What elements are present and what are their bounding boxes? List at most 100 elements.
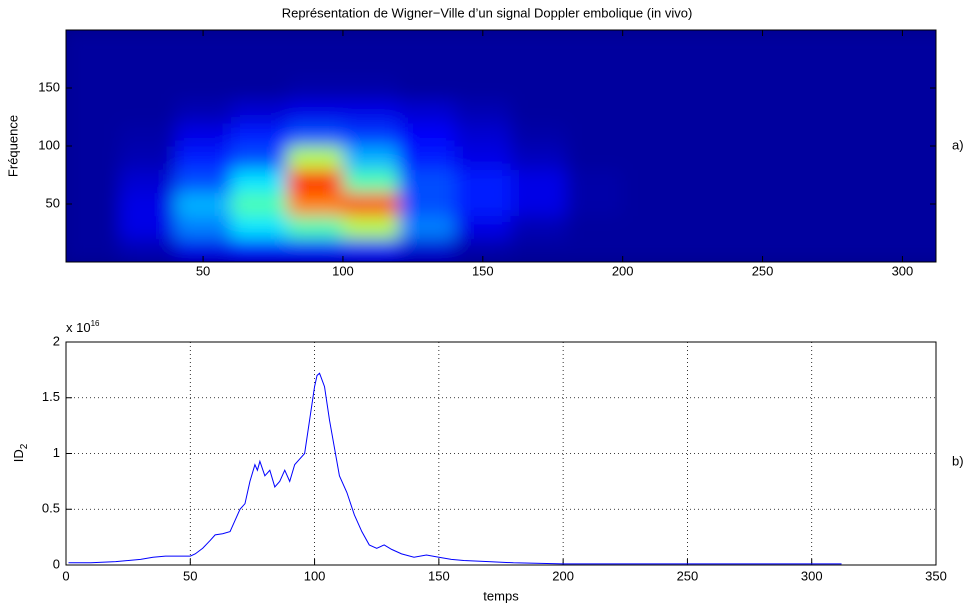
multiplier-exponent: 16 — [91, 319, 100, 328]
heatmap-cell — [119, 192, 176, 217]
y-label-text: ID — [11, 449, 26, 462]
heatmap-cell — [678, 53, 736, 77]
heatmap-cell — [231, 53, 288, 77]
heatmap-cell — [510, 99, 568, 124]
x-tick-label: 300 — [801, 568, 823, 583]
heatmap-cell — [231, 146, 288, 170]
heatmap-cell — [510, 30, 568, 54]
y-multiplier: x 1016 — [66, 319, 100, 335]
heatmap-cell — [902, 30, 936, 54]
heatmap-cell — [175, 99, 232, 124]
data-line — [68, 372, 842, 565]
heatmap-cell — [902, 215, 936, 240]
panel-label: a) — [952, 137, 964, 152]
heatmap-cell — [902, 192, 936, 217]
x-axis-label: temps — [483, 588, 519, 603]
heatmap-cell — [342, 122, 400, 147]
heatmap-cell — [790, 122, 847, 147]
heatmap-cell — [846, 215, 903, 240]
heatmap-cell — [66, 76, 120, 101]
heatmap-area — [66, 30, 936, 262]
y-tick-label: 1 — [53, 445, 60, 460]
heatmap-cell — [398, 146, 456, 170]
heatmap-cell — [286, 30, 344, 54]
heatmap-cell — [734, 30, 792, 54]
heatmap-cell — [231, 76, 288, 101]
heatmap-cell — [678, 99, 736, 124]
heatmap-cell — [902, 238, 936, 262]
heatmap-cell — [175, 30, 232, 54]
heatmap-cell — [846, 146, 903, 170]
heatmap-cell — [454, 30, 512, 54]
heatmap-cell — [678, 215, 736, 240]
heatmap-cell — [622, 122, 680, 147]
heatmap-cell — [566, 53, 624, 77]
panel-label: b) — [952, 453, 964, 468]
heatmap-cell — [119, 215, 176, 240]
heatmap-cell — [902, 169, 936, 193]
heatmap-cell — [286, 122, 344, 147]
heatmap-cell — [342, 215, 400, 240]
heatmap-cell — [454, 192, 512, 217]
heatmap-cell — [175, 215, 232, 240]
heatmap-cell — [846, 122, 903, 147]
heatmap-cell — [454, 169, 512, 193]
heatmap-cell — [622, 99, 680, 124]
heatmap-cell — [734, 53, 792, 77]
x-tick-label: 50 — [183, 568, 197, 583]
heatmap-cell — [342, 169, 400, 193]
heatmap-cell — [622, 215, 680, 240]
y-axis-label: ID2 — [11, 443, 29, 462]
heatmap-cell — [175, 192, 232, 217]
x-tick-label: 250 — [677, 568, 699, 583]
heatmap-cell — [286, 99, 344, 124]
heatmap-cell — [342, 99, 400, 124]
heatmap-cell — [454, 215, 512, 240]
heatmap-cell — [566, 215, 624, 240]
heatmap-cell — [119, 238, 176, 262]
heatmap-cell — [734, 76, 792, 101]
heatmap-cell — [66, 238, 120, 262]
heatmap-cell — [66, 30, 120, 54]
multiplier-base: x 10 — [66, 320, 91, 335]
heatmap-cell — [846, 192, 903, 217]
heatmap-cell — [231, 238, 288, 262]
heatmap-cell — [566, 99, 624, 124]
x-tick-label: 250 — [752, 263, 774, 278]
heatmap-cell — [175, 76, 232, 101]
heatmap-cell — [734, 238, 792, 262]
heatmap-cell — [790, 99, 847, 124]
heatmap-cells — [66, 30, 936, 262]
heatmap-cell — [566, 169, 624, 193]
heatmap-cell — [790, 53, 847, 77]
heatmap-cell — [790, 30, 847, 54]
heatmap-cell — [678, 169, 736, 193]
heatmap-cell — [119, 146, 176, 170]
x-tick-label: 350 — [925, 568, 947, 583]
y-tick-label: 100 — [38, 137, 60, 152]
x-tick-label: 150 — [472, 263, 494, 278]
heatmap-cell — [398, 169, 456, 193]
heatmap-cell — [902, 122, 936, 147]
x-tick-label: 200 — [612, 263, 634, 278]
heatmap-cell — [286, 238, 344, 262]
heatmap-cell — [398, 76, 456, 101]
heatmap-cell — [846, 30, 903, 54]
plot-frame — [65, 341, 937, 566]
x-tick-label: 0 — [62, 568, 69, 583]
heatmap-cell — [846, 238, 903, 262]
heatmap-cell — [510, 146, 568, 170]
heatmap-cell — [119, 76, 176, 101]
heatmap-cell — [342, 238, 400, 262]
y-tick-label: 1.5 — [42, 389, 60, 404]
y-axis-label: Fréquence — [5, 115, 20, 177]
heatmap-cell — [231, 122, 288, 147]
heatmap-cell — [790, 192, 847, 217]
heatmap-cell — [678, 238, 736, 262]
heatmap-cell — [286, 215, 344, 240]
heatmap-cell — [846, 99, 903, 124]
heatmap-cell — [454, 76, 512, 101]
heatmap-cell — [342, 76, 400, 101]
heatmap-cell — [510, 215, 568, 240]
heatmap-cell — [398, 192, 456, 217]
